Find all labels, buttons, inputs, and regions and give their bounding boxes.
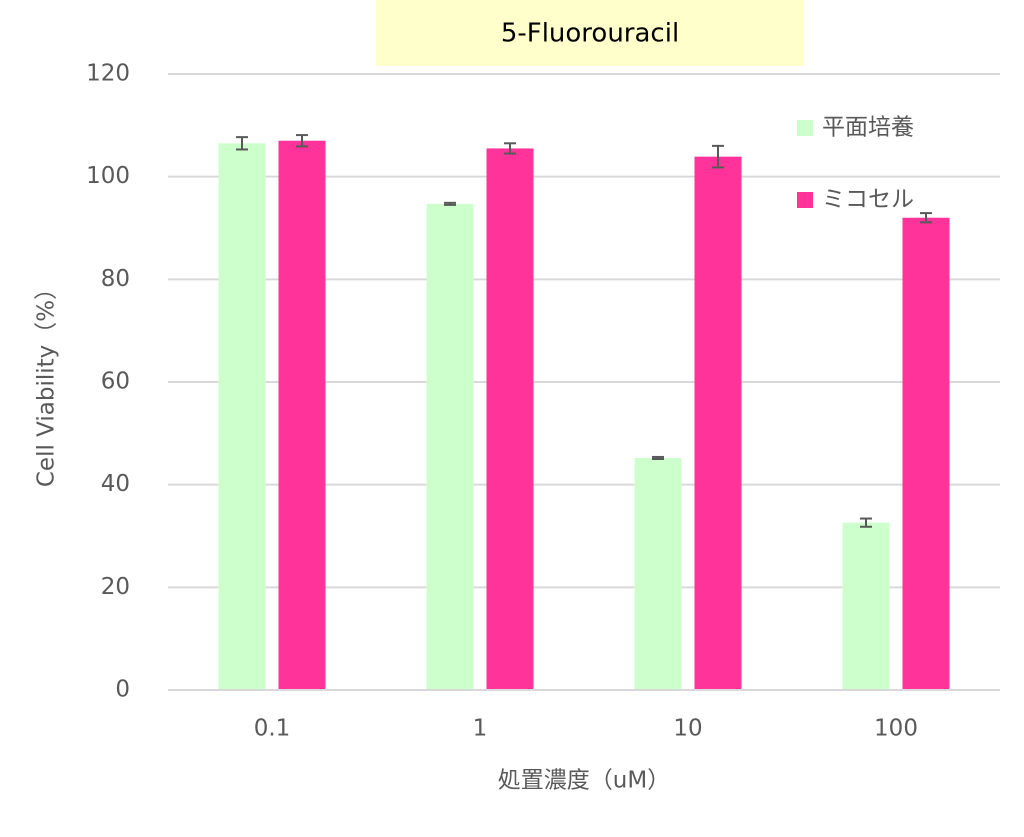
- legend-label: 平面培養: [822, 115, 914, 141]
- x-axis-label: 処置濃度（uM）: [498, 768, 670, 794]
- legend-label: ミコセル: [822, 187, 914, 213]
- error-bar: [920, 212, 932, 224]
- x-tick-label: 1: [473, 716, 488, 742]
- bar: [842, 522, 890, 690]
- bar: [278, 140, 326, 690]
- error-bar: [652, 455, 664, 460]
- bar: [218, 143, 266, 691]
- y-tick-label: 100: [86, 163, 130, 189]
- error-bar: [296, 134, 308, 148]
- bar: [634, 457, 682, 690]
- error-bar: [712, 144, 724, 169]
- error-bar: [860, 517, 872, 528]
- chart-title: 5-Fluorouracil: [501, 19, 679, 49]
- y-tick-label: 60: [101, 369, 130, 395]
- bar: [486, 148, 534, 690]
- y-axis-label: Cell Viability（%）: [34, 277, 60, 487]
- legend-swatch: [797, 192, 813, 208]
- y-tick-label: 40: [101, 471, 130, 497]
- y-tick-label: 0: [115, 677, 130, 703]
- bar: [694, 156, 742, 690]
- title-box: [376, 0, 804, 66]
- error-bar: [504, 142, 516, 155]
- y-tick-label: 20: [101, 574, 130, 600]
- y-tick-label: 80: [101, 266, 130, 292]
- x-tick-label: 100: [874, 716, 918, 742]
- x-tick-label: 10: [673, 716, 702, 742]
- bar: [426, 203, 474, 690]
- y-tick-label: 120: [86, 61, 130, 87]
- legend-swatch: [797, 120, 813, 136]
- error-bar: [236, 136, 248, 151]
- error-bar: [444, 201, 456, 206]
- bar: [902, 217, 950, 690]
- x-tick-label: 0.1: [254, 716, 291, 742]
